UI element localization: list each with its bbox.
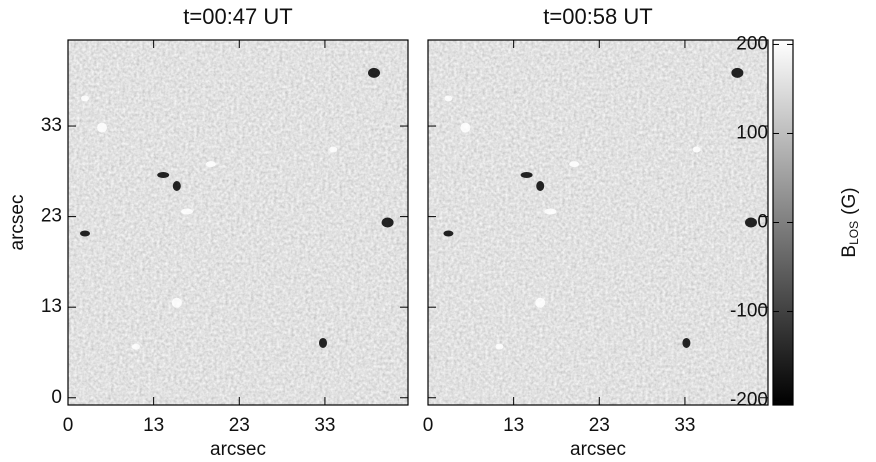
y-axis-label: arcsec — [7, 195, 28, 251]
panel-title: t=00:47 UT — [183, 4, 292, 29]
flux-patch — [319, 337, 327, 348]
y-tick-label: 33 — [41, 115, 62, 136]
flux-patch — [569, 161, 580, 168]
flux-patch — [444, 95, 453, 102]
flux-patch — [544, 208, 557, 215]
label-subscript: LOS — [847, 221, 861, 245]
flux-patch — [495, 343, 504, 350]
colorbar-tick-label: 0 — [757, 212, 768, 233]
magnetogram — [428, 40, 768, 405]
y-tick-label: 0 — [51, 387, 62, 408]
flux-patch — [172, 181, 181, 191]
x-tick-label: 13 — [143, 415, 164, 436]
flux-patch — [205, 161, 216, 168]
plot-frame — [67, 39, 409, 406]
flux-patch — [692, 146, 701, 153]
magnetogram — [68, 40, 408, 405]
x-tick-label: 33 — [674, 415, 695, 436]
colorbar-tick-label: 200 — [736, 33, 768, 54]
flux-patch — [745, 217, 757, 228]
flux-patch — [682, 337, 691, 348]
flux-patch — [80, 230, 90, 237]
colorbar-tick-label: 100 — [736, 122, 768, 143]
y-tick-label: 23 — [41, 206, 62, 227]
x-tick-label: 13 — [503, 415, 524, 436]
flux-patch — [181, 208, 193, 215]
flux-patch — [460, 122, 471, 133]
flux-patch — [731, 67, 744, 78]
x-tick-label: 23 — [229, 415, 250, 436]
x-tick-label: 0 — [63, 415, 74, 436]
label-main: B — [839, 245, 860, 258]
flux-patch — [97, 122, 107, 133]
colorbar-tick-label: -200 — [730, 390, 768, 411]
flux-patch — [329, 146, 338, 153]
x-tick-label: 0 — [423, 415, 434, 436]
panel-title: t=00:58 UT — [543, 4, 652, 29]
flux-patch — [520, 172, 533, 179]
x-tick-label: 23 — [589, 415, 610, 436]
colorbar-tick-label: -100 — [730, 301, 768, 322]
flux-patch — [132, 343, 140, 350]
flux-patch — [368, 67, 380, 78]
flux-patch — [381, 217, 394, 228]
x-tick-label: 33 — [314, 415, 335, 436]
plot-frame — [427, 39, 769, 406]
flux-patch — [535, 297, 546, 308]
colorbar-label: BLOS (G) — [839, 187, 861, 257]
flux-patch — [536, 181, 545, 191]
flux-patch — [157, 172, 170, 179]
flux-patch — [81, 95, 89, 102]
y-tick-label: 13 — [41, 296, 62, 317]
x-axis-label: arcsec — [570, 439, 626, 460]
x-axis-label: arcsec — [210, 439, 266, 460]
flux-patch — [171, 297, 182, 308]
label-unit: (G) — [839, 187, 860, 214]
flux-patch — [443, 230, 454, 237]
